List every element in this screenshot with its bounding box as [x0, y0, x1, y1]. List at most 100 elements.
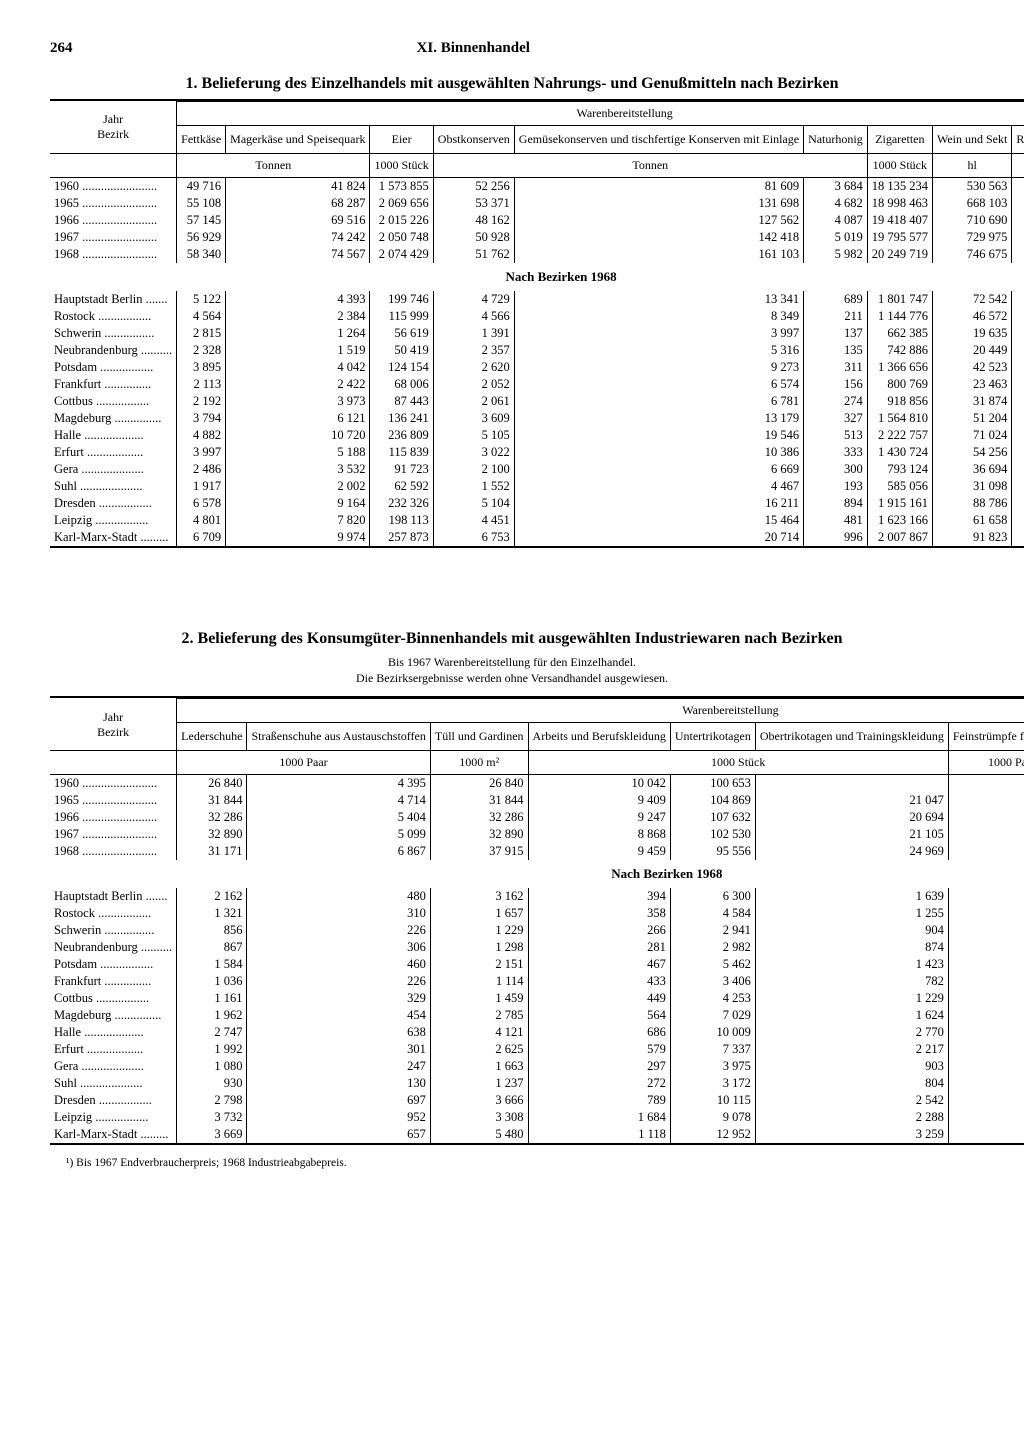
- data-cell: 2 100: [433, 461, 514, 478]
- data-cell: 2 052: [433, 376, 514, 393]
- data-cell: 257 873: [370, 529, 433, 547]
- data-cell: 274: [804, 393, 868, 410]
- data-cell: 1 737: [1012, 393, 1024, 410]
- data-cell: 481: [804, 512, 868, 529]
- data-cell: 50 419: [370, 342, 433, 359]
- data-cell: 930: [177, 1075, 247, 1092]
- data-cell: 689: [804, 291, 868, 308]
- data-cell: 638: [247, 1024, 430, 1041]
- data-cell: 281: [528, 939, 670, 956]
- data-cell: 26 840: [430, 775, 528, 792]
- data-cell: 2 050 748: [370, 229, 433, 246]
- row-label: Halle ...................: [50, 427, 177, 444]
- unit-header: 1000 Stück: [867, 154, 932, 178]
- data-cell: 232 326: [370, 495, 433, 512]
- data-cell: 10 115: [670, 1092, 755, 1109]
- data-cell: 2 756: [948, 888, 1024, 905]
- row-label: Hauptstadt Berlin .......: [50, 888, 177, 905]
- data-cell: 52 256: [433, 178, 514, 195]
- data-cell: 1 623 166: [867, 512, 932, 529]
- table2: Jahr Bezirk Warenbereitstellung Leder­sc…: [50, 696, 1024, 1145]
- data-cell: 10 386: [514, 444, 803, 461]
- data-cell: 579: [528, 1041, 670, 1058]
- data-cell: 53 371: [433, 195, 514, 212]
- data-cell: 3 308: [430, 1109, 528, 1126]
- data-cell: 13 179: [514, 410, 803, 427]
- column-header: Magerkäse und Speise­quark: [226, 126, 370, 154]
- row-label: 1968 ........................: [50, 843, 177, 860]
- data-cell: 4 395: [247, 775, 430, 792]
- data-cell: 530 563: [932, 178, 1011, 195]
- column-header: Natur­honig: [804, 126, 868, 154]
- row-label: Rostock .................: [50, 905, 177, 922]
- data-cell: 433: [528, 973, 670, 990]
- unit-header: Tonnen: [177, 154, 370, 178]
- data-cell: 10 042: [528, 775, 670, 792]
- row-label: Leipzig .................: [50, 512, 177, 529]
- data-cell: 3 582: [1012, 512, 1024, 529]
- column-header: Obst­konserven: [433, 126, 514, 154]
- row-label: Cottbus .................: [50, 393, 177, 410]
- data-cell: 68 006: [370, 376, 433, 393]
- data-cell: 4 467: [514, 478, 803, 495]
- span-header: Warenbereitstellung: [177, 699, 1024, 723]
- data-cell: 1 232: [948, 1058, 1024, 1075]
- data-cell: 50 928: [433, 229, 514, 246]
- data-cell: 513: [804, 427, 868, 444]
- data-cell: 4 679: [1012, 495, 1024, 512]
- data-cell: 20 249 719: [867, 246, 932, 263]
- data-cell: 33 777: [948, 843, 1024, 860]
- data-cell: 136 241: [370, 410, 433, 427]
- data-cell: 6 709: [177, 529, 226, 547]
- unit-header: 1000 Paar: [948, 751, 1024, 775]
- data-cell: 904: [755, 922, 948, 939]
- data-cell: 226: [247, 922, 430, 939]
- data-cell: 3 997: [514, 325, 803, 342]
- data-cell: 5 104: [433, 495, 514, 512]
- data-cell: 5 982: [804, 246, 868, 263]
- data-cell: 1 573 855: [370, 178, 433, 195]
- table2-subheader: Nach Bezirken 1968: [50, 860, 1024, 888]
- data-cell: 657: [247, 1126, 430, 1144]
- row-label: Gera ....................: [50, 1058, 177, 1075]
- data-cell: 311: [804, 359, 868, 376]
- data-cell: 1 229: [430, 922, 528, 939]
- data-cell: 3 172: [670, 1075, 755, 1092]
- data-cell: 31 157: [948, 826, 1024, 843]
- data-cell: 918 856: [867, 393, 932, 410]
- data-cell: 1 144 776: [867, 308, 932, 325]
- data-cell: 95 556: [670, 843, 755, 860]
- data-cell: 1 036: [177, 973, 247, 990]
- row-label: 1965 ........................: [50, 792, 177, 809]
- data-cell: 5 099: [247, 826, 430, 843]
- data-cell: 69 516: [226, 212, 370, 229]
- table1-subheader: Nach Bezirken 1968: [50, 263, 1024, 291]
- data-cell: 3 022: [433, 444, 514, 461]
- data-cell: 3 486: [1012, 427, 1024, 444]
- data-cell: 3 975: [670, 1058, 755, 1075]
- data-cell: 3 895: [177, 359, 226, 376]
- table2-subtitle: Bis 1967 Warenbereitstellung für den Ein…: [50, 654, 974, 686]
- data-cell: 55 108: [177, 195, 226, 212]
- data-cell: 41 824: [226, 178, 370, 195]
- data-cell: 5 316: [514, 342, 803, 359]
- data-cell: 1 584: [177, 956, 247, 973]
- row-label: Schwerin ................: [50, 922, 177, 939]
- data-cell: 3 162: [430, 888, 528, 905]
- column-header: Eier: [370, 126, 433, 154]
- data-cell: 2 462: [1012, 410, 1024, 427]
- data-cell: 2 162: [177, 888, 247, 905]
- data-cell: 18 135 234: [867, 178, 932, 195]
- data-cell: 1 114: [430, 973, 528, 990]
- chapter-title: XI. Binnenhandel: [13, 40, 935, 57]
- row-header: Jahr Bezirk: [50, 699, 177, 751]
- data-cell: 2 061: [433, 393, 514, 410]
- data-cell: 31 844: [430, 792, 528, 809]
- data-cell: 2 149: [948, 1007, 1024, 1024]
- data-cell: 2 007 867: [867, 529, 932, 547]
- data-cell: 51 762: [433, 246, 514, 263]
- row-label: 1960 ........................: [50, 775, 177, 792]
- row-label: Hauptstadt Berlin .......: [50, 291, 177, 308]
- data-cell: 9 459: [528, 843, 670, 860]
- data-cell: 1 663: [430, 1058, 528, 1075]
